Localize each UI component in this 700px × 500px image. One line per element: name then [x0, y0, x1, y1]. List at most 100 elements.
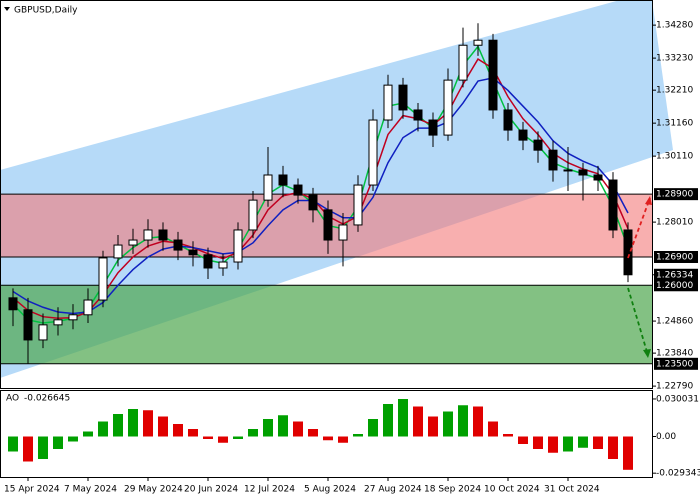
candle-body: [203, 254, 213, 269]
level-label: 1.28900: [656, 190, 693, 200]
candle-body: [593, 174, 603, 181]
candle-body: [233, 229, 243, 263]
ao-value: -0.026645: [24, 394, 70, 404]
candle-body: [368, 119, 378, 186]
x-tick-label: 27 Aug 2024: [364, 485, 422, 495]
candle-body: [38, 324, 48, 341]
candle-body: [173, 239, 183, 251]
ao-bar: [233, 436, 243, 439]
y-tick-label: 1.24860: [656, 317, 693, 327]
last-price-label: 1.26334: [656, 270, 693, 280]
candle-body: [443, 79, 453, 136]
candle-body: [23, 309, 33, 341]
ao-bar: [173, 424, 183, 437]
ao-bar: [368, 419, 378, 437]
ao-bar: [98, 421, 108, 437]
ao-bar: [428, 416, 438, 437]
menu-triangle: [4, 7, 10, 11]
ao-bar: [473, 406, 483, 437]
x-tick-label: 29 May 2024: [124, 485, 183, 495]
candle-body: [323, 209, 333, 241]
x-tick-label: 12 Jul 2024: [244, 485, 295, 495]
ao-bar: [518, 436, 528, 444]
y-tick-label: 1.23840: [656, 349, 693, 359]
down-arrow-head: [643, 349, 651, 358]
up-arrow-head: [645, 196, 652, 205]
candle-body: [518, 129, 528, 141]
candle-body: [188, 249, 198, 256]
candle-body: [308, 194, 318, 211]
ao-bar: [608, 436, 618, 459]
ao-bar: [23, 436, 33, 462]
candle-body: [98, 257, 108, 301]
main-frame: [0, 0, 653, 389]
last-price-box: [654, 268, 698, 281]
ao-bar: [578, 436, 588, 448]
candle-body: [158, 229, 168, 241]
ao-bar: [533, 436, 543, 449]
candle-body: [353, 184, 363, 226]
candle-body: [578, 169, 588, 176]
ao-bar: [398, 399, 408, 437]
candle-body: [278, 174, 288, 186]
x-tick-label: 5 Aug 2024: [304, 485, 356, 495]
ao-bar: [458, 405, 468, 437]
ao-tick-label: -0.029343: [656, 469, 700, 479]
candle-body: [8, 297, 18, 311]
trend-channel: [0, 0, 673, 378]
x-tick-label: 31 Oct 2024: [544, 485, 600, 495]
level-box: [654, 279, 698, 292]
ao-bar: [548, 436, 558, 453]
candle-body: [248, 199, 258, 231]
ao-bar: [593, 436, 603, 449]
y-tick-label: 1.22790: [656, 382, 693, 392]
ao-bar: [488, 421, 498, 437]
ao-bar: [188, 429, 198, 437]
ao-tick-label: 0.00: [656, 432, 676, 442]
ao-bar: [563, 436, 573, 452]
candle-body: [458, 44, 468, 81]
candle-body: [113, 244, 123, 259]
candle-body: [503, 109, 513, 131]
y-tick-label: 1.30110: [656, 152, 693, 162]
ao-bar: [218, 436, 228, 443]
candle-body: [608, 179, 618, 231]
ao-bar: [8, 436, 18, 452]
ao-bar: [413, 406, 423, 437]
ao-bar: [623, 436, 633, 470]
ao-bar: [323, 436, 333, 441]
candle-body: [128, 239, 138, 246]
ao-bar: [53, 436, 63, 449]
x-tick-label: 20 Jun 2024: [184, 485, 238, 495]
candle-body: [428, 119, 438, 136]
x-tick-label: 7 May 2024: [64, 485, 117, 495]
y-tick-label: 1.33230: [656, 54, 693, 64]
y-tick-label: 1.28010: [656, 218, 693, 228]
ao-bar: [338, 436, 348, 443]
moving-average: [12, 77, 629, 315]
y-tick-label: 1.31160: [656, 119, 693, 129]
ao-bar: [158, 416, 168, 437]
candle-body: [413, 109, 423, 121]
ao-bar: [353, 434, 363, 437]
candle-body: [263, 174, 273, 201]
candle-body: [68, 314, 78, 321]
candle-body: [383, 84, 393, 121]
ao-bar: [308, 429, 318, 437]
level-box: [654, 250, 698, 263]
level-box: [654, 357, 698, 370]
candle-body: [473, 39, 483, 46]
candle-body: [218, 261, 228, 269]
ao-tick-label: 0.030031: [656, 394, 699, 404]
ao-bar: [83, 431, 93, 437]
candle-body: [143, 229, 153, 241]
candle-body: [398, 84, 408, 111]
plot: [0, 23, 652, 365]
ao-title: AO: [6, 394, 19, 404]
level-label: 1.26900: [656, 252, 693, 262]
candle-body: [623, 229, 633, 276]
level-label: 1.23500: [656, 359, 693, 369]
candle-body: [338, 224, 348, 241]
candle-body: [563, 169, 573, 172]
